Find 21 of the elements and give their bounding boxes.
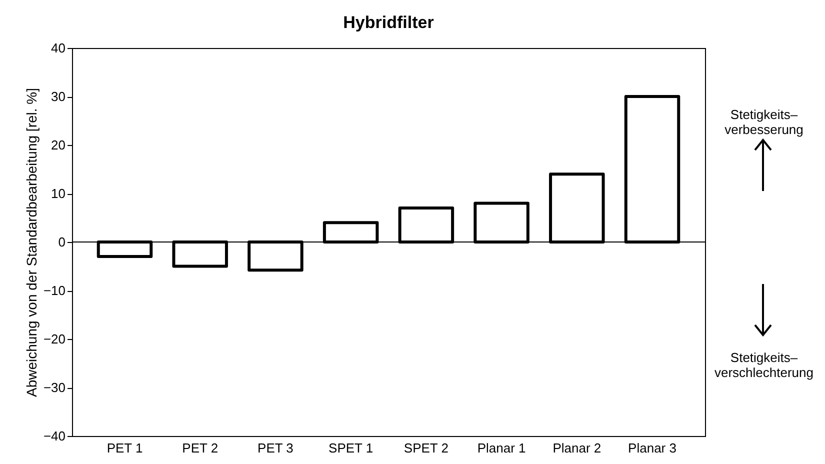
y-tick-label: 20 [51,138,66,152]
x-tick-label: Planar 3 [628,440,676,456]
y-tick-label: 30 [51,89,66,104]
x-tick-label: PET 2 [182,440,218,456]
x-tick-label: SPET 1 [328,440,374,456]
text: Stetigkeits– verschlechterung [714,350,814,380]
y-tick-label: 0 [58,234,66,250]
y-tick-label: 10 [51,186,66,201]
y-tick-label: −10 [43,283,66,298]
y-tick-label: −30 [43,380,66,395]
x-tick-label: SPET 2 [404,440,448,456]
y-tick-label: −40 [43,428,66,444]
y-axis-title: Abweichung von der Standardbearbeitung [rel. %] [23,88,40,397]
text: Stetigkeits– verbesserung [724,107,804,137]
x-tick-label: Planar 2 [552,440,602,456]
y-tick-label: −20 [43,332,66,346]
chart-title: Hybridfilter [343,13,434,32]
x-tick-label: PET 3 [258,440,294,456]
x-tick-label: PET 1 [106,440,143,456]
x-tick-label: Planar 1 [477,440,526,456]
y-tick-label: 40 [51,40,66,56]
